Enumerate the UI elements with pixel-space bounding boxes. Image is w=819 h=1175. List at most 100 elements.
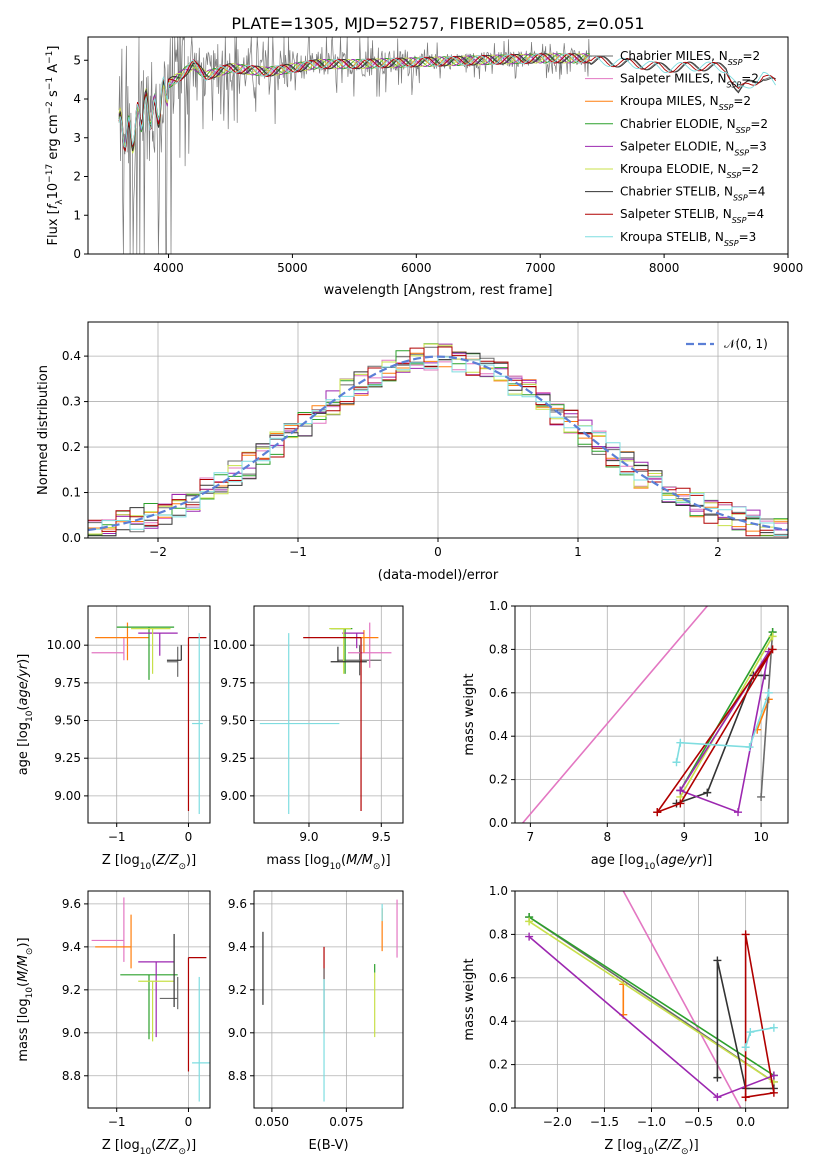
series-marker <box>713 1073 722 1082</box>
y-tick-label: 0.0 <box>62 531 81 545</box>
data-point-chabrier-elodie <box>330 628 353 674</box>
y-axis-label: Flux [fλ10−17 erg cm−2 s−1 A−1] <box>45 46 65 246</box>
x-tick-label: 0 <box>434 545 442 559</box>
y-tick-label: 9.0 <box>62 1026 81 1040</box>
panel-spectrum: 4000 5000 6000 7000 8000 9000 0 1 2 3 4 5 Chabrier M… <box>45 36 803 298</box>
y-axis-label: mass weight <box>462 958 477 1040</box>
x-tick-label: 8 <box>603 830 611 844</box>
legend-entry: Salpeter STELIB, NSSP=4 <box>620 207 764 225</box>
y-tick-label: 9.6 <box>62 897 81 911</box>
x-tick-label: 9.0 <box>299 830 318 844</box>
series-marker <box>741 1093 750 1102</box>
y-tick-label: 8.8 <box>228 1069 247 1083</box>
series-line-chabrier-miles <box>760 631 774 798</box>
axes-frame-mass-vs-EBV: 0.050 0.075 8.8 9.0 9.2 9.4 9.6 E(B-V) <box>228 890 404 1153</box>
y-tick-label: 1 <box>73 208 81 222</box>
x-tick-label: −1 <box>108 1115 126 1129</box>
x-tick-label: 1 <box>574 545 582 559</box>
gaussian-reference-curve <box>88 355 788 532</box>
y-tick-label: 9.50 <box>220 714 247 728</box>
series-marker <box>768 632 777 641</box>
series-line-salpeter-miles <box>622 891 742 1108</box>
y-axis-label: Normed distribution <box>36 365 51 495</box>
y-tick-label: 0.4 <box>489 1014 508 1028</box>
axes-frame <box>87 605 211 824</box>
series-marker <box>653 808 662 817</box>
y-tick-label: 0.4 <box>489 729 508 743</box>
data-point-kroupa-stelib <box>192 976 210 1102</box>
x-tick-label: −1 <box>108 830 126 844</box>
series-line-salpeter-elodie <box>679 651 770 814</box>
series-marker <box>525 917 534 926</box>
y-tick-label: 0.1 <box>62 486 81 500</box>
y-tick-label: 9.75 <box>54 676 81 690</box>
legend-entry: Salpeter MILES, NSSP=2 <box>620 72 759 90</box>
series-marker <box>764 688 773 697</box>
x-tick-label: 8000 <box>649 261 680 275</box>
x-tick-label: 0 <box>185 1115 193 1129</box>
data-point-kroupa-miles <box>95 622 149 661</box>
y-tick-label: 9.2 <box>228 983 247 997</box>
figure-title: PLATE=1305, MJD=52757, FIBERID=0585, z=0… <box>231 14 644 33</box>
series-marker <box>676 738 685 747</box>
x-tick-label: −1.5 <box>590 1115 619 1129</box>
y-tick-label: 1.0 <box>489 884 508 898</box>
x-axis-label: Z [log10(Z/Z⊙)] <box>102 1138 196 1157</box>
y-tick-label: 0.0 <box>489 816 508 830</box>
series-marker <box>741 930 750 939</box>
legend-entry: 𝒩(0, 1) <box>724 337 768 351</box>
x-axis-label: mass [log10(M/M⊙)] <box>266 853 390 872</box>
series-line-chabrier-stelib <box>716 960 774 1090</box>
data-point-kroupa-miles <box>95 914 132 969</box>
y-tick-label: 4 <box>73 92 81 106</box>
panel-residuals: −2 −1 0 1 2 0.0 0.1 0.2 0.3 0.4 𝒩(0, 1) (data-model… <box>36 321 789 583</box>
series-marker <box>746 1028 755 1037</box>
x-tick-label: 7000 <box>525 261 556 275</box>
y-tick-label: 8.8 <box>62 1069 81 1083</box>
series-line-kroupa-stelib <box>675 692 770 763</box>
x-tick-label: 0.050 <box>255 1115 289 1129</box>
axes-frame-age-vs-Z: −1 0 9.00 9.25 9.50 9.75 10.00 Z [log10(Z/Z⊙)] a… <box>16 605 211 872</box>
y-tick-label: 10.00 <box>213 638 247 652</box>
axes-frame-mass-vs-Z: −1 0 8.8 9.0 9.2 9.4 9.6 Z [log10(Z/Z⊙)] mass [l… <box>16 890 211 1157</box>
y-tick-label: 0.2 <box>62 440 81 454</box>
y-axis-label: age [log10(age/yr)] <box>16 654 35 776</box>
observed-spectrum-line <box>118 37 590 254</box>
series-line-chabrier-stelib <box>676 674 765 805</box>
series-marker <box>703 788 712 797</box>
y-tick-label: 0.4 <box>62 349 81 363</box>
model-spectrum-salpeter-stelib <box>118 53 776 152</box>
data-point-kroupa-stelib <box>192 633 203 814</box>
y-tick-label: 0.2 <box>489 1058 508 1072</box>
panel-age-vs-mass: 9.0 9.5 9.00 9.25 9.50 9.75 10.00 mass [log10(M… <box>213 605 404 872</box>
y-tick-label: 0.2 <box>489 773 508 787</box>
y-tick-label: 9.4 <box>62 940 81 954</box>
series-line-kroupa-elodie <box>528 920 775 1083</box>
x-axis-label: Z [log10(Z/Z⊙)] <box>102 853 196 872</box>
panel-mass-vs-EBV: 0.050 0.075 8.8 9.0 9.2 9.4 9.6 E(B-V) <box>228 890 404 1153</box>
axes-frame <box>87 890 211 1109</box>
series-marker <box>745 743 754 752</box>
plot-area-mass-vs-EBV <box>262 899 398 1102</box>
y-tick-label: 9.4 <box>228 940 247 954</box>
y-tick-label: 5 <box>73 53 81 67</box>
series-marker <box>769 1088 778 1097</box>
x-tick-label: 10 <box>753 830 768 844</box>
panel-age-vs-Z: −1 0 9.00 9.25 9.50 9.75 10.00 Z [log10(Z/Z⊙)] a… <box>16 605 211 872</box>
data-point-salpeter-elodie <box>342 632 364 649</box>
panel-mass-vs-Z: −1 0 8.8 9.0 9.2 9.4 9.6 Z [log10(Z/Z⊙)] mass [l… <box>16 890 211 1157</box>
series-marker <box>672 758 681 767</box>
y-tick-label: 0.8 <box>489 927 508 941</box>
x-tick-label: 0 <box>185 830 193 844</box>
plot-area-massweight-vs-Z <box>525 891 778 1108</box>
axes-frame-age-vs-mass: 9.0 9.5 9.00 9.25 9.50 9.75 10.00 mass [log10(M… <box>213 605 404 872</box>
series-marker <box>768 645 777 654</box>
data-point-chabrier-elodie <box>120 974 178 1040</box>
x-axis-label: Z [log10(Z/Z⊙)] <box>604 1138 698 1157</box>
legend-entry: Chabrier ELODIE, NSSP=2 <box>620 117 768 135</box>
model-spectrum-kroupa-stelib <box>118 53 776 148</box>
data-point-chabrier-elodie <box>116 626 175 680</box>
x-tick-label: 0.0 <box>736 1115 755 1129</box>
plot-area-residuals <box>88 343 788 537</box>
x-tick-label: 4000 <box>153 261 184 275</box>
